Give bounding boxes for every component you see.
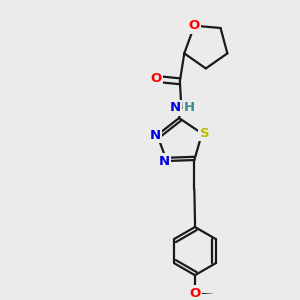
Text: O: O [189,19,200,32]
Text: O: O [151,72,162,86]
Text: N: N [159,154,170,167]
Text: N: N [170,101,181,114]
Text: O: O [189,287,201,300]
Text: H: H [184,101,195,114]
Text: N: N [149,128,161,142]
Text: S: S [200,127,209,140]
